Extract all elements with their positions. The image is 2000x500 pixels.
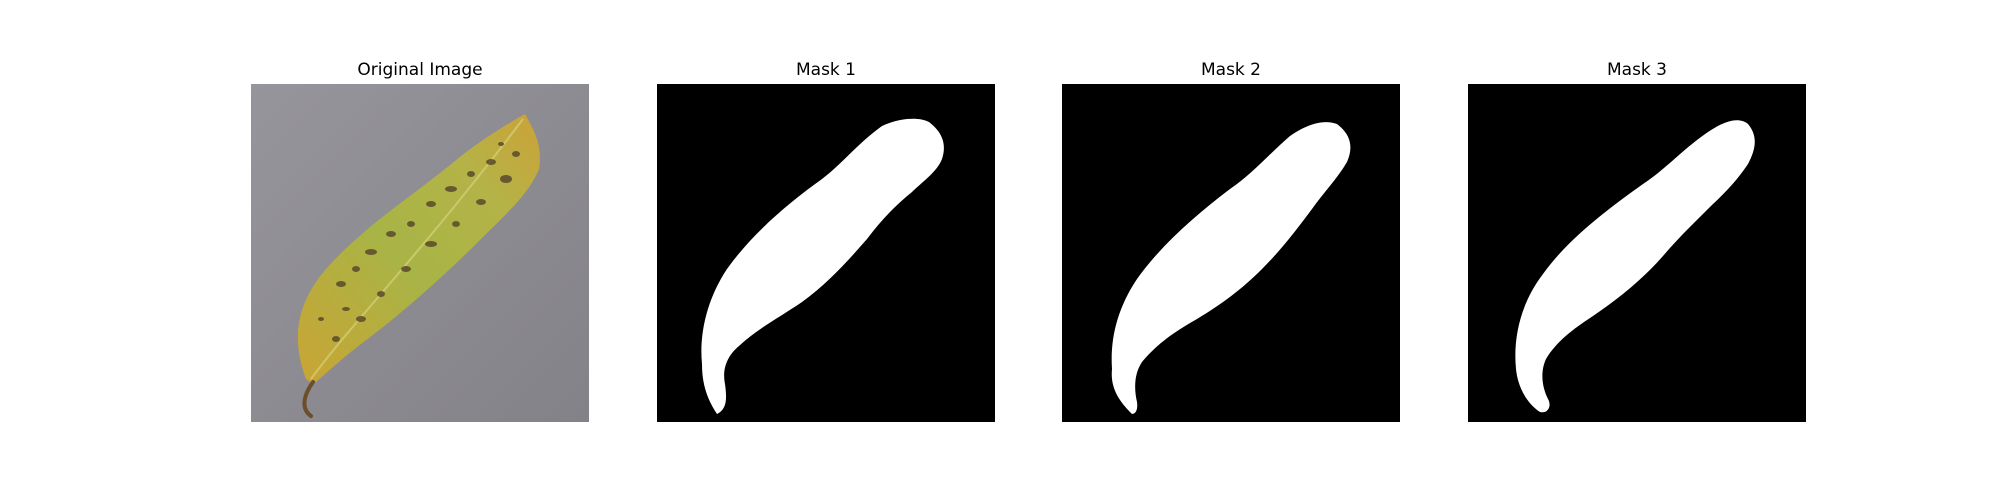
panel-title: Mask 2: [1200, 60, 1261, 80]
panel-title: Mask 3: [1606, 60, 1667, 80]
panel-mask-2: Mask 2: [1062, 0, 1400, 500]
panel-mask-1: Mask 1: [657, 0, 995, 500]
binary-mask: [1062, 84, 1400, 422]
mask-foreground: [1111, 122, 1351, 415]
original-leaf-image: [251, 84, 589, 422]
leaf-spots: [318, 142, 520, 342]
panel-title: Original Image: [357, 60, 483, 80]
leaf-stem: [302, 380, 315, 418]
mask-1-image: [657, 84, 995, 422]
panel-mask-3: Mask 3: [1468, 0, 1806, 500]
mask-foreground: [701, 118, 944, 415]
mask-2-image: [1062, 84, 1400, 422]
binary-mask: [1468, 84, 1806, 422]
leaf-midrib: [310, 118, 524, 380]
panel-title: Mask 1: [795, 60, 856, 80]
panel-original-image: Original Image: [251, 0, 589, 500]
binary-mask: [657, 84, 995, 422]
leaf-photo: [251, 84, 589, 422]
mask-foreground: [1515, 120, 1755, 413]
mask-3-image: [1468, 84, 1806, 422]
